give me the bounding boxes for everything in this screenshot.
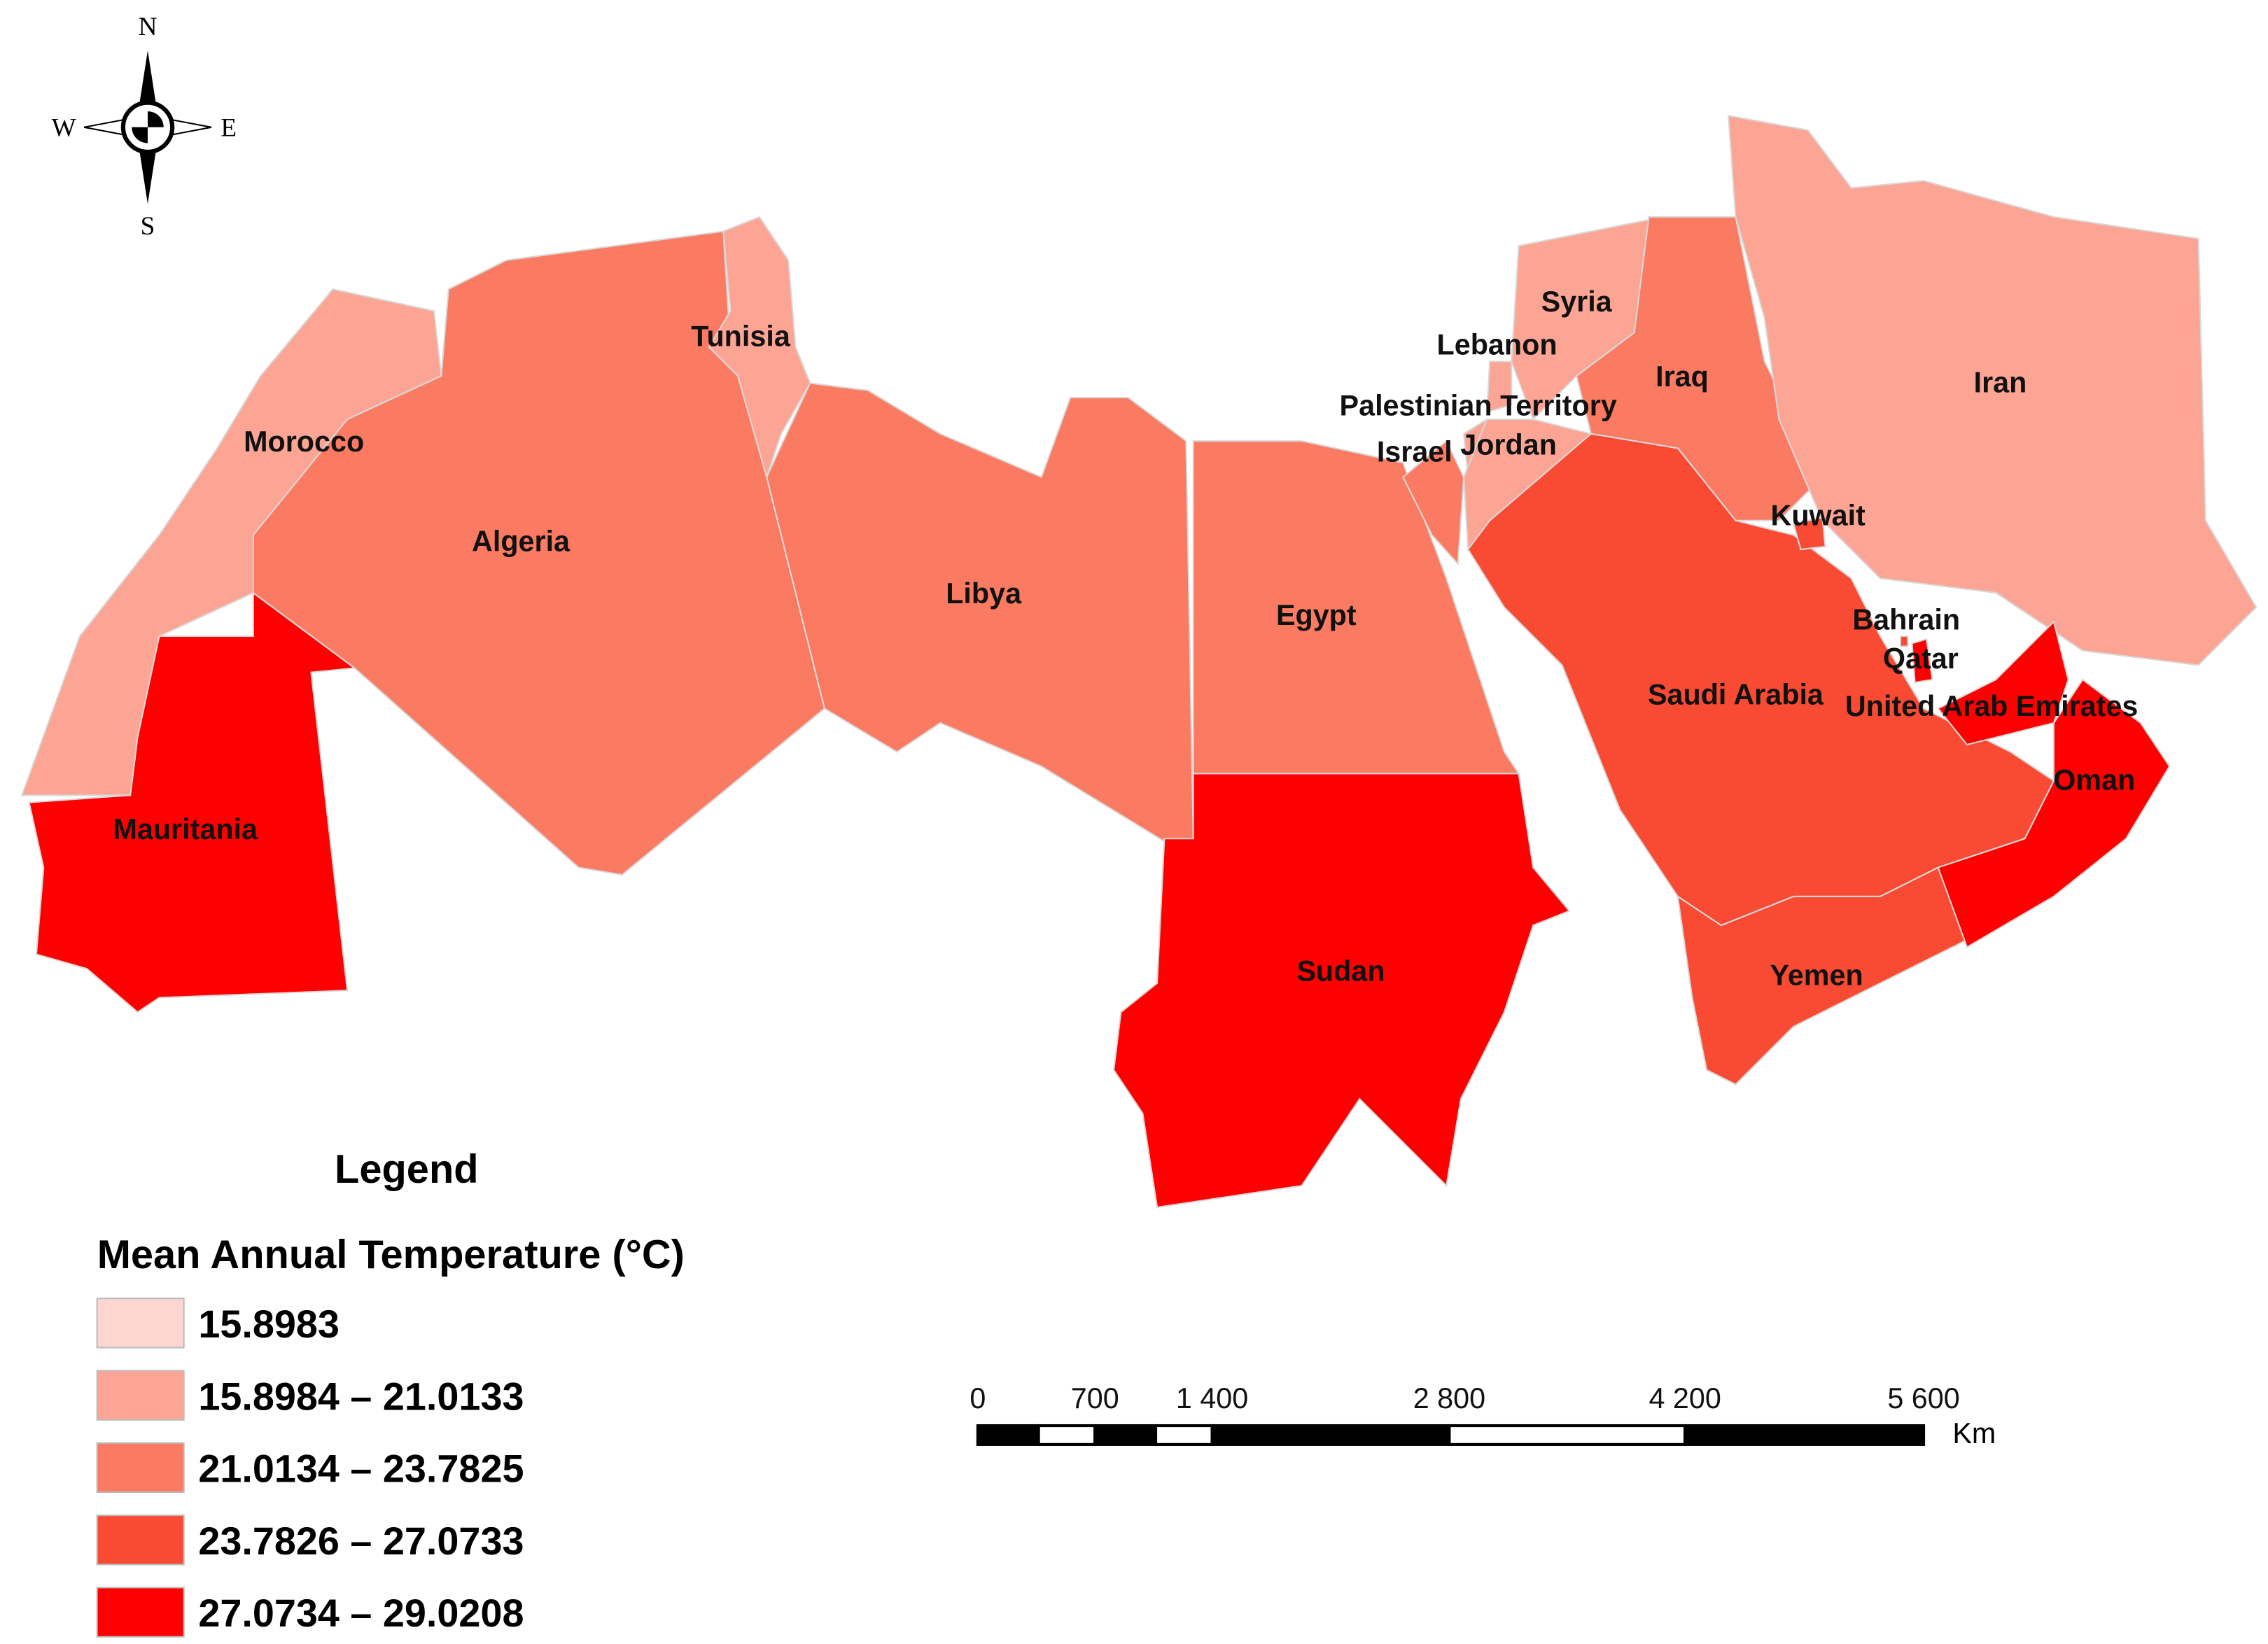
legend-title: Legend [335,1147,479,1192]
region-label: Bahrain [1852,603,1960,635]
legend-label: 23.7826 – 27.0733 [198,1519,524,1563]
region-label: Egypt [1276,599,1357,631]
region [1727,115,2258,666]
scale-segment [1210,1424,1451,1446]
region-label: Iraq [1656,360,1709,393]
compass: N S E W [52,13,237,241]
region-label: Mauritania [113,813,258,845]
legend-label: 15.8984 – 21.0133 [198,1375,524,1418]
region-label: Israel [1377,436,1452,468]
region-label: Yemen [1770,959,1863,991]
compass-center [132,111,164,143]
scale-label: 700 [1071,1382,1119,1414]
compass-w: W [52,113,77,142]
region-label: Syria [1541,286,1613,318]
legend-swatch [96,1370,185,1421]
compass-n: N [139,13,158,41]
region-label: Palestinian Territory [1340,390,1617,422]
legend-swatch [96,1442,185,1494]
scale-label: 4 200 [1648,1382,1721,1414]
legend-swatch [96,1298,185,1349]
compass-e: E [220,113,237,142]
scale-segment [1093,1424,1158,1446]
legend-swatch [96,1515,185,1566]
region [1676,866,1968,1086]
region-label: Algeria [472,526,570,558]
region [1937,678,2171,948]
scale-segment [1684,1424,1926,1446]
region-label: Libya [946,577,1022,610]
scale-label: 1 400 [1176,1382,1248,1414]
region-label: Iran [1974,366,2027,398]
region [1937,620,2069,746]
region [1113,773,1571,1209]
region [1401,440,1465,566]
region-label: Qatar [1883,642,1959,675]
legend-label: 27.0734 – 29.0208 [198,1592,524,1635]
region [766,382,1194,847]
regions [20,115,2258,1209]
region [1792,517,1826,551]
scale-label: 0 [969,1382,986,1414]
scale-label: 2 800 [1413,1382,1485,1414]
legend-heading: Mean Annual Temperature (°C) [97,1232,685,1277]
region-label: Kuwait [1771,500,1866,532]
region-label: Morocco [244,426,364,458]
legend-swatch [96,1587,185,1638]
scale-unit: Km [1952,1417,1996,1449]
region-label: Lebanon [1437,329,1558,361]
region [708,216,811,480]
region [28,591,357,1013]
compass-s: S [141,212,155,241]
region-label: United Arab Emirates [1845,690,2138,722]
region-label: Jordan [1460,428,1557,461]
scale-segment [1448,1424,1687,1446]
legend: Legend Mean Annual Temperature (°C) 15.8… [96,1147,685,1638]
region [1899,635,1909,647]
scale-label: 5 600 [1887,1382,1959,1414]
legend-label: 21.0134 – 23.7825 [198,1447,524,1491]
scale-segment [1037,1424,1097,1446]
scale-bar: Km 0 700 1 400 2 800 4 200 5 600 [969,1382,1996,1449]
region-labels: Morocco Mauritania Algeria Tunisia Libya Egyp… [113,286,2138,992]
region [1911,638,1933,684]
region-label: Sudan [1296,955,1385,987]
legend-label: 15.8983 [198,1302,340,1346]
scale-segment [1154,1424,1214,1446]
region-label: Oman [2053,764,2135,796]
region-label: Saudi Arabia [1648,679,1824,711]
region [1485,360,1513,414]
scale-segment [976,1424,1040,1446]
region-label: Tunisia [691,320,791,352]
